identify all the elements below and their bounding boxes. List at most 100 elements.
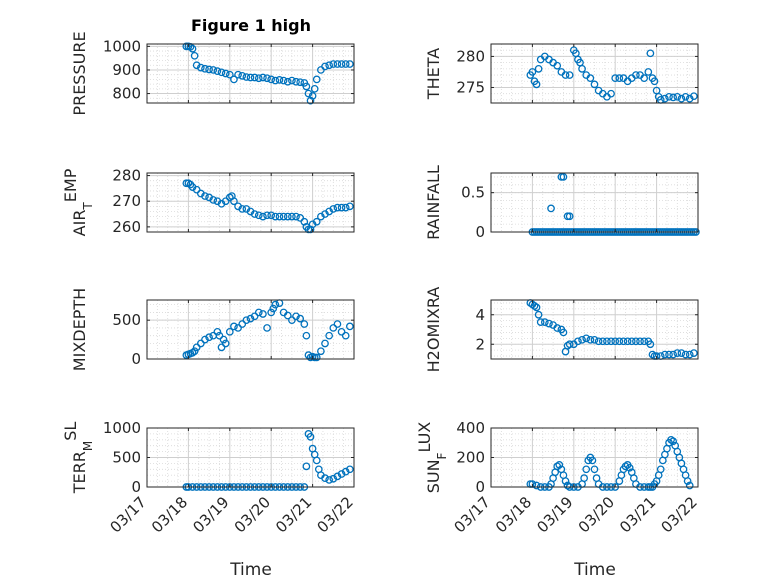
figure-title: Figure 1 high: [191, 16, 311, 35]
data-point: [221, 197, 230, 206]
data-point: [192, 343, 201, 352]
data-point: [225, 70, 234, 79]
data-point: [646, 340, 655, 349]
data-point: [337, 203, 346, 212]
data-point: [300, 320, 309, 328]
data-point: [267, 75, 276, 84]
data-point: [532, 303, 541, 312]
data-point: [644, 68, 653, 76]
data-point: [607, 337, 615, 346]
data-point: [603, 337, 611, 346]
data-point: [292, 312, 300, 321]
y-axis-label: THETA: [424, 48, 443, 100]
data-point: [275, 76, 284, 84]
data-point: [302, 82, 311, 91]
data-point: [532, 481, 541, 490]
data-point: [586, 335, 595, 344]
data-point: [545, 319, 553, 328]
data-point: [329, 205, 338, 213]
data-point: [621, 462, 630, 471]
y-tick-label: 270: [112, 192, 141, 210]
y-tick-label: 0: [475, 478, 485, 496]
data-point: [215, 331, 224, 340]
data-point: [553, 324, 562, 332]
data-point: [263, 211, 271, 220]
data-point: [321, 474, 329, 482]
y-tick-label: 280: [456, 47, 485, 65]
data-point: [677, 349, 686, 357]
data-point: [329, 60, 338, 68]
data-point: [553, 61, 562, 70]
data-point: [230, 322, 238, 331]
data-point: [636, 337, 644, 346]
y-tick-label: 800: [112, 85, 141, 103]
data-point: [225, 327, 234, 336]
y-axis-label: RAINFALL: [424, 165, 443, 240]
x-axis-label-left: Time: [229, 560, 272, 580]
data-point: [188, 348, 197, 357]
data-point: [234, 324, 242, 332]
data-point: [250, 312, 259, 321]
data-point: [578, 335, 586, 344]
data-point: [283, 311, 292, 320]
data-point: [580, 474, 589, 482]
data-point: [190, 347, 199, 356]
y-tick-label: 500: [112, 311, 141, 329]
data-point: [302, 462, 311, 471]
y-axis-label: H2OMIXRA: [424, 287, 443, 373]
data-point: [190, 51, 199, 60]
data-point: [656, 465, 665, 474]
data-point: [582, 334, 591, 343]
data-point: [690, 349, 698, 357]
y-tick-label: 0: [131, 478, 141, 496]
data-point: [209, 196, 218, 204]
data-point: [329, 474, 338, 483]
y-axis-label: TERRMSL: [61, 422, 96, 495]
data-point: [346, 60, 354, 68]
data-point: [683, 477, 692, 485]
data-point: [329, 324, 338, 332]
data-point: [259, 73, 267, 82]
data-point: [615, 74, 624, 83]
y-tick-label: 1000: [103, 419, 141, 437]
data-point: [333, 60, 342, 68]
data-point: [640, 74, 649, 83]
data-point: [673, 349, 682, 357]
data-point: [346, 465, 354, 474]
data-point: [271, 212, 280, 221]
data-point: [312, 217, 321, 226]
data-point: [333, 320, 342, 328]
data-point: [238, 205, 247, 213]
data-point: [267, 211, 276, 220]
subplot-6: 2 4 H2OMIXRA: [424, 287, 699, 373]
data-point: [201, 64, 209, 73]
data-point: [242, 316, 251, 325]
data-point: [615, 337, 624, 346]
data-point: [221, 69, 230, 78]
data-point: [534, 310, 543, 319]
data-point: [623, 337, 632, 346]
data-point: [547, 204, 555, 213]
data-point: [534, 64, 543, 73]
data-point: [669, 93, 678, 102]
data-point: [250, 210, 259, 218]
data-point: [271, 300, 280, 309]
y-axis-label: SUNFLUX: [415, 422, 450, 494]
y-tick-label: 0: [131, 350, 141, 368]
data-point: [590, 335, 599, 344]
data-point: [337, 327, 346, 336]
axes-box: [146, 299, 355, 360]
data-point: [325, 331, 334, 340]
subplot-2: 275 280 THETA: [424, 43, 699, 104]
data-point: [582, 465, 591, 474]
data-point: [306, 432, 315, 441]
data-point: [263, 324, 271, 332]
data-point: [250, 73, 259, 82]
data-point: [536, 318, 545, 326]
data-point: [341, 331, 350, 340]
data-point: [209, 66, 218, 74]
data-point: [559, 173, 568, 181]
axes-box: [490, 299, 699, 360]
data-point: [325, 61, 334, 70]
